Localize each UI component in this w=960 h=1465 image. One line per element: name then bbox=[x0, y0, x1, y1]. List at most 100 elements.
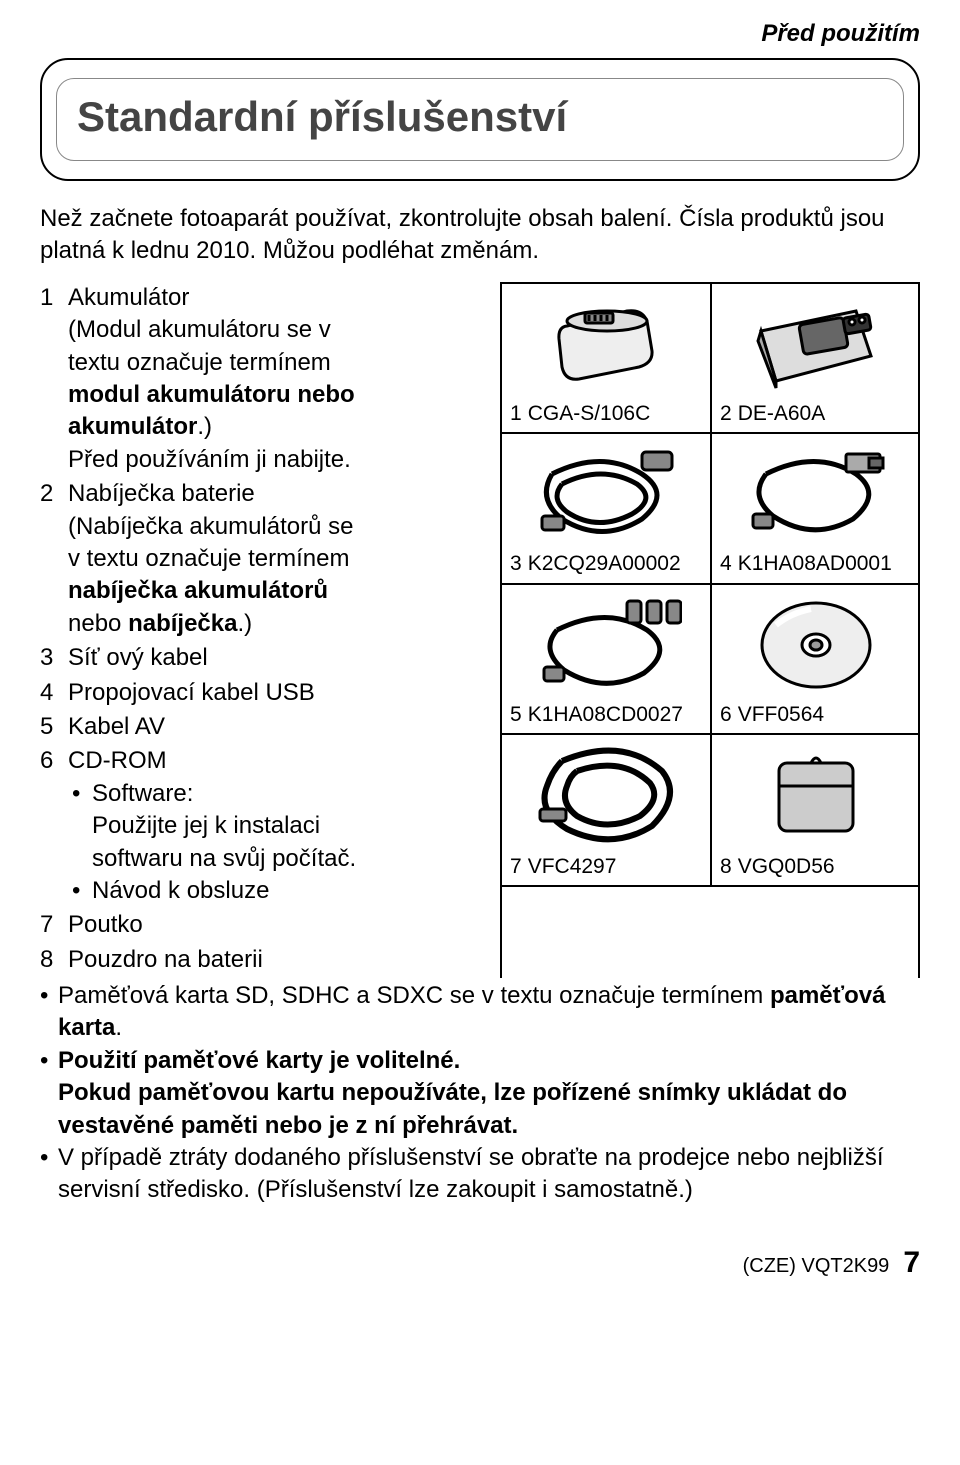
cell-label: 1CGA-S/106C bbox=[510, 398, 704, 428]
battery-icon bbox=[510, 290, 704, 398]
page-number: 7 bbox=[903, 1243, 920, 1284]
cd-icon bbox=[720, 591, 912, 699]
item-line: (Modul akumulátoru se v bbox=[68, 316, 331, 343]
cell-code: DE-A60A bbox=[738, 400, 826, 428]
list-item: 5 Kabel AV bbox=[40, 711, 482, 743]
note-text: V případě ztráty dodaného příslušenství … bbox=[58, 1142, 920, 1207]
cell-code: VFF0564 bbox=[738, 701, 824, 729]
item-sub: Návod k obsluze bbox=[68, 875, 482, 907]
item-line: .) bbox=[237, 610, 252, 637]
usb-cable-icon bbox=[720, 440, 912, 548]
item-body: Kabel AV bbox=[68, 711, 482, 743]
item-number: 5 bbox=[40, 711, 68, 743]
item-line: .) bbox=[197, 413, 212, 440]
item-number: 8 bbox=[40, 944, 68, 976]
list-item: 6 CD-ROM Software: Použijte jej k instal… bbox=[40, 745, 482, 907]
item-body: Pouzdro na baterii bbox=[68, 944, 482, 976]
item-number: 7 bbox=[40, 909, 68, 941]
item-line: Před používáním ji nabijte. bbox=[68, 446, 351, 473]
cell-code: VFC4297 bbox=[528, 853, 617, 881]
item-line: Nabíječka baterie bbox=[68, 480, 255, 507]
list-item: 7 Poutko bbox=[40, 909, 482, 941]
item-line-bold: nabíječka akumulátorů bbox=[68, 577, 328, 604]
cell-code: CGA-S/106C bbox=[528, 400, 651, 428]
item-body: Akumulátor (Modul akumulátoru se v textu… bbox=[68, 282, 482, 476]
cell-number: 5 bbox=[510, 701, 522, 729]
item-line: CD-ROM bbox=[68, 747, 167, 774]
item-body: Nabíječka baterie (Nabíječka akumulátorů… bbox=[68, 478, 482, 640]
title-frame: Standardní příslušenství bbox=[40, 58, 920, 181]
cell-code: VGQ0D56 bbox=[738, 853, 835, 881]
cell-label: 8VGQ0D56 bbox=[720, 851, 912, 881]
grid-cell: 5K1HA08CD0027 bbox=[502, 585, 710, 733]
item-body: Propojovací kabel USB bbox=[68, 677, 482, 709]
grid-cell: 3K2CQ29A00002 bbox=[502, 434, 710, 582]
cell-label: 3K2CQ29A00002 bbox=[510, 548, 704, 578]
item-number: 1 bbox=[40, 282, 68, 476]
page-title: Standardní příslušenství bbox=[77, 89, 883, 146]
item-line: Akumulátor bbox=[68, 284, 189, 311]
cell-number: 7 bbox=[510, 853, 522, 881]
item-sub: Použijte jej k instalaci bbox=[68, 810, 482, 842]
main-row: 1 Akumulátor (Modul akumulátoru se v tex… bbox=[40, 282, 920, 978]
cell-code: K1HA08CD0027 bbox=[528, 701, 683, 729]
cell-code: K2CQ29A00002 bbox=[528, 550, 681, 578]
bullet-icon: • bbox=[40, 1142, 58, 1207]
av-cable-icon bbox=[510, 591, 704, 699]
grid-row: 1CGA-S/106C2DE-A60A bbox=[502, 284, 918, 434]
page-footer: (CZE) VQT2K99 7 bbox=[40, 1243, 920, 1284]
ac-cable-icon bbox=[510, 440, 704, 548]
item-line: textu označuje termínem bbox=[68, 349, 331, 376]
grid-cell: 1CGA-S/106C bbox=[502, 284, 710, 432]
note-text: Použití paměťové karty je volitelné.Poku… bbox=[58, 1045, 920, 1142]
item-sub: Software: bbox=[68, 778, 482, 810]
charger-icon bbox=[720, 290, 912, 398]
list-item: 2 Nabíječka baterie (Nabíječka akumuláto… bbox=[40, 478, 482, 640]
notes-list: •Paměťová karta SD, SDHC a SDXC se v tex… bbox=[40, 980, 920, 1207]
item-line: v textu označuje termínem bbox=[68, 545, 349, 572]
footer-code: (CZE) VQT2K99 bbox=[743, 1253, 890, 1280]
page: Před použitím Standardní příslušenství N… bbox=[0, 0, 960, 1313]
item-line: nebo bbox=[68, 610, 128, 637]
cell-number: 3 bbox=[510, 550, 522, 578]
bullet-icon: • bbox=[40, 1045, 58, 1142]
note-item: •V případě ztráty dodaného příslušenství… bbox=[40, 1142, 920, 1207]
intro-text: Než začnete fotoaparát používat, zkontro… bbox=[40, 203, 920, 268]
item-line-bold: nabíječka bbox=[128, 610, 237, 637]
note-item: •Použití paměťové karty je volitelné.Pok… bbox=[40, 1045, 920, 1142]
bullet-icon: • bbox=[40, 980, 58, 1045]
item-number: 4 bbox=[40, 677, 68, 709]
accessory-grid: 1CGA-S/106C2DE-A60A3K2CQ29A000024K1HA08A… bbox=[500, 282, 920, 978]
cell-label: 4K1HA08AD0001 bbox=[720, 548, 912, 578]
cell-number: 4 bbox=[720, 550, 732, 578]
item-number: 2 bbox=[40, 478, 68, 640]
note-text: Paměťová karta SD, SDHC a SDXC se v text… bbox=[58, 980, 920, 1045]
grid-row: 3K2CQ29A00002 4K1HA08AD0001 bbox=[502, 434, 918, 584]
grid-row: 5K1HA08CD0027 6VFF0564 bbox=[502, 585, 918, 735]
title-inner: Standardní příslušenství bbox=[56, 78, 904, 161]
cell-number: 1 bbox=[510, 400, 522, 428]
cell-number: 6 bbox=[720, 701, 732, 729]
item-line: (Nabíječka akumulátorů se bbox=[68, 513, 353, 540]
item-body: Síť ový kabel bbox=[68, 642, 482, 674]
grid-row: 7VFC4297 8VGQ0D56 bbox=[502, 735, 918, 887]
list-item: 8 Pouzdro na baterii bbox=[40, 944, 482, 976]
list-item: 3 Síť ový kabel bbox=[40, 642, 482, 674]
grid-cell: 4K1HA08AD0001 bbox=[710, 434, 918, 582]
cell-number: 8 bbox=[720, 853, 732, 881]
cell-label: 5K1HA08CD0027 bbox=[510, 699, 704, 729]
cell-label: 6VFF0564 bbox=[720, 699, 912, 729]
item-sub: softwaru na svůj počítač. bbox=[68, 843, 482, 875]
item-line-bold: modul akumulátoru nebo bbox=[68, 381, 355, 408]
grid-cell: 2DE-A60A bbox=[710, 284, 918, 432]
item-number: 3 bbox=[40, 642, 68, 674]
item-body: Poutko bbox=[68, 909, 482, 941]
note-item: •Paměťová karta SD, SDHC a SDXC se v tex… bbox=[40, 980, 920, 1045]
item-line-bold: akumulátor bbox=[68, 413, 197, 440]
accessory-list: 1 Akumulátor (Modul akumulátoru se v tex… bbox=[40, 282, 482, 978]
grid-cell: 6VFF0564 bbox=[710, 585, 918, 733]
item-number: 6 bbox=[40, 745, 68, 907]
item-body: CD-ROM Software: Použijte jej k instalac… bbox=[68, 745, 482, 907]
cell-label: 7VFC4297 bbox=[510, 851, 704, 881]
section-header: Před použitím bbox=[40, 18, 920, 50]
